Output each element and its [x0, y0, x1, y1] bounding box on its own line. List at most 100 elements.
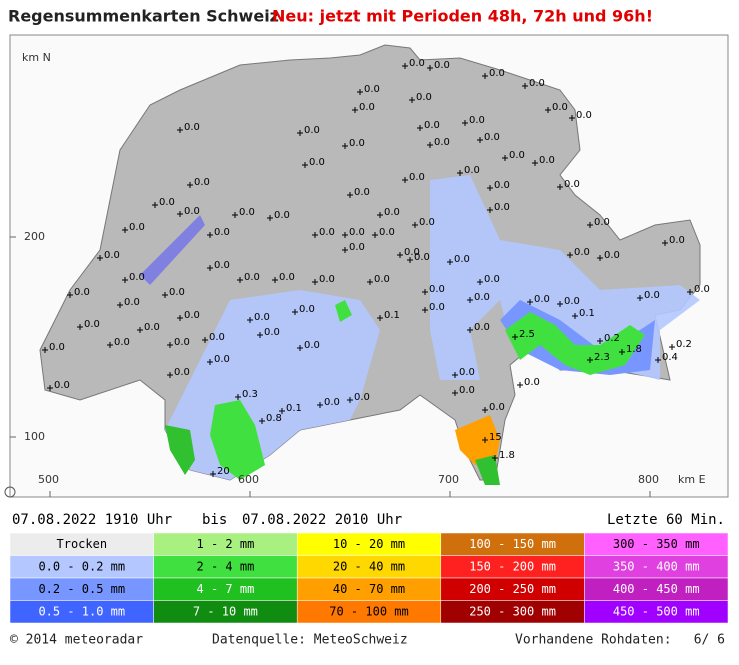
station-marker: [152, 202, 158, 208]
station-marker: [297, 130, 303, 136]
station-value: 0.0: [594, 217, 610, 228]
station-value: 0.0: [604, 250, 620, 261]
station-value: 0.0: [174, 367, 190, 378]
station-value: 0.0: [184, 206, 200, 217]
station-value: 0.0: [279, 272, 295, 283]
station-marker: [402, 177, 408, 183]
station-marker: [372, 232, 378, 238]
station-marker: [177, 211, 183, 217]
station-marker: [67, 292, 73, 298]
station-value: 0.0: [414, 252, 430, 263]
station-marker: [569, 115, 575, 121]
station-marker: [457, 170, 463, 176]
station-value: 0.0: [214, 227, 230, 238]
station-marker: [427, 65, 433, 71]
legend: Trocken 1 - 2 mm 10 - 20 mm 100 - 150 mm 300…: [9, 532, 729, 624]
station-value: 0.0: [484, 274, 500, 285]
period-end: 07.08.2022 2010 Uhr: [242, 512, 402, 528]
station-value: 0.0: [319, 274, 335, 285]
station-value: 0.0: [409, 58, 425, 69]
station-value: 0.0: [534, 294, 550, 305]
station-marker: [202, 337, 208, 343]
legend-label: 1 - 2 mm: [197, 537, 255, 551]
station-value: 0.0: [474, 292, 490, 303]
station-value: 0.0: [454, 254, 470, 265]
station-marker: [137, 327, 143, 333]
station-marker: [527, 299, 533, 305]
station-value: 0.0: [469, 115, 485, 126]
station-value: 0.0: [174, 337, 190, 348]
lake: [140, 215, 205, 285]
legend-swatch: [584, 600, 729, 624]
station-marker: [532, 160, 538, 166]
station-value: 0.0: [494, 202, 510, 213]
legend-label: 300 - 350 mm: [613, 537, 700, 551]
legend-label: 200 - 250 mm: [469, 582, 556, 596]
axis-unit: km E: [678, 473, 706, 486]
station-marker: [367, 279, 373, 285]
rain-green: [165, 425, 195, 475]
station-value: 0.0: [129, 222, 145, 233]
tick-label: 700: [438, 473, 459, 486]
station-value: 0.0: [324, 397, 340, 408]
station-value: 1.8: [626, 344, 642, 355]
station-value: 0.0: [274, 210, 290, 221]
station-value: 0.0: [489, 68, 505, 79]
station-value: 0.1: [286, 403, 302, 414]
axis-unit: km N: [22, 51, 51, 64]
legend-label: 100 - 150 mm: [469, 537, 556, 551]
station-value: 0.0: [409, 172, 425, 183]
station-marker: [235, 394, 241, 400]
station-marker: [587, 357, 593, 363]
station-marker: [482, 437, 488, 443]
tick-label: 800: [638, 473, 659, 486]
station-marker: [377, 212, 383, 218]
station-marker: [317, 402, 323, 408]
station-value: 0.0: [494, 180, 510, 191]
station-marker: [257, 332, 263, 338]
station-value: 0.0: [564, 296, 580, 307]
station-marker: [167, 372, 173, 378]
station-marker: [272, 277, 278, 283]
station-marker: [487, 207, 493, 213]
station-value: 0.0: [209, 332, 225, 343]
legend-label: 2 - 4 mm: [197, 559, 255, 573]
station-value: 0.0: [184, 122, 200, 133]
tick-label: 200: [24, 230, 45, 243]
station-marker: [279, 408, 285, 414]
station-value: 0.0: [424, 120, 440, 131]
station-marker: [517, 382, 523, 388]
station-value: 0.0: [159, 197, 175, 208]
station-value: 0.0: [434, 137, 450, 148]
stations: 2.5 0.2 2.3 1.8 0.2 0.4 0.1 0.3 0.1 0.8 15 1.8 0.1 20…: [42, 58, 710, 477]
station-marker: [232, 212, 238, 218]
station-marker: [412, 222, 418, 228]
station-value: 0.0: [509, 150, 525, 161]
station-marker: [409, 97, 415, 103]
station-value: 0.3: [242, 389, 258, 400]
station-value: 0.0: [354, 392, 370, 403]
station-value: 0.0: [349, 227, 365, 238]
station-marker: [342, 247, 348, 253]
legend-label: Trocken: [57, 537, 108, 551]
station-marker: [407, 257, 413, 263]
station-marker: [42, 347, 48, 353]
station-value: 0.0: [404, 247, 420, 258]
station-value: 0.0: [459, 385, 475, 396]
station-marker: [210, 471, 216, 477]
legend-label: 250 - 300 mm: [469, 604, 556, 618]
station-value: 0.0: [419, 217, 435, 228]
announcement: Neu: jetzt mit Perioden 48h, 72h und 96h…: [272, 7, 653, 26]
station-marker: [477, 137, 483, 143]
station-marker: [452, 372, 458, 378]
station-value: 0.0: [144, 322, 160, 333]
station-value: 0.2: [676, 339, 692, 350]
station-marker: [572, 313, 578, 319]
station-marker: [655, 357, 661, 363]
station-marker: [187, 182, 193, 188]
station-marker: [669, 344, 675, 350]
station-value: 0.0: [74, 287, 90, 298]
station-value: 0.0: [264, 327, 280, 338]
station-value: 1.8: [499, 450, 515, 461]
